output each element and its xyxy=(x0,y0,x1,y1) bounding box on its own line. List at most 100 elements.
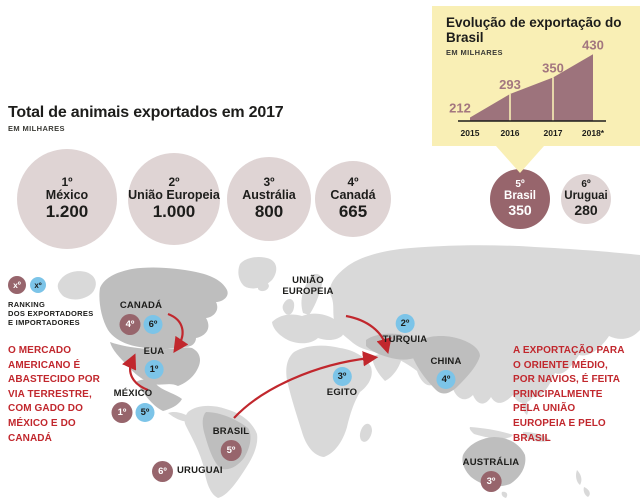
ranking-bubble-3: 3º Austrália 800 xyxy=(227,157,311,241)
bubble-name: União Europeia xyxy=(128,188,220,203)
bubble-name: Uruguai xyxy=(564,190,608,203)
rank-badges: 5º xyxy=(220,439,242,461)
land-japan xyxy=(553,330,566,358)
map-marker-turquia: 2º TURQUIA xyxy=(383,314,428,346)
rank-badge-exporter: 1º xyxy=(111,401,133,423)
ranking-bubble-4: 4º Canadá 665 xyxy=(315,161,391,237)
land-indonesia xyxy=(469,427,513,439)
rank-badge-importer: 6º xyxy=(143,314,163,334)
country-australia xyxy=(462,437,526,487)
map-label-brasil: BRASIL xyxy=(212,426,250,437)
country-china xyxy=(411,336,480,394)
bubble-value: 800 xyxy=(254,202,284,222)
page-unit-label: EM MILHARES xyxy=(8,124,65,133)
rank-badges: 3º xyxy=(332,367,352,386)
map-label-uniao-europeia: UNIÃO EUROPEIA xyxy=(282,275,334,297)
map-label-uruguai: URUGUAI xyxy=(177,465,223,477)
rank-badge-importer: 2º xyxy=(395,314,415,333)
land-europe xyxy=(272,313,345,344)
land-alaska xyxy=(57,271,96,300)
rank-badge-importer: 1º xyxy=(144,359,164,379)
land-scandinavia xyxy=(301,273,323,315)
rank-badges: 1º 5º xyxy=(111,401,155,423)
rank-badge-importer: 3º xyxy=(332,367,352,386)
land-greenland xyxy=(238,256,277,289)
area-series xyxy=(470,54,593,121)
bubble-value: 1.200 xyxy=(45,202,89,222)
rank-badges: 4º xyxy=(436,369,456,389)
bubble-name: Canadá xyxy=(330,188,376,203)
bubble-value: 350 xyxy=(508,202,532,219)
rank-badge-exporter: 3º xyxy=(480,470,502,492)
panel-unit-label: EM MILHARES xyxy=(446,48,503,58)
bubble-rank: 3º xyxy=(263,175,275,189)
note-american-market: O MERCADO AMERICANO É ABASTECIDO POR VIA… xyxy=(8,345,100,444)
bubble-rank: 2º xyxy=(168,175,180,189)
bubble-value: 665 xyxy=(338,202,368,222)
panel-pointer xyxy=(496,146,544,173)
evolution-area-chart: 212 293 350 430 2015 2016 2017 2018* xyxy=(449,37,606,138)
bubble-rank: 5º xyxy=(515,179,525,191)
rank-badges: 6º xyxy=(152,461,173,482)
rank-badges: 1º xyxy=(144,359,164,379)
exporter-legend-icon: xº xyxy=(8,276,26,294)
value-label: 212 xyxy=(449,101,471,116)
arrow-mexico-to-usa xyxy=(122,353,149,392)
map-label-turquia: TURQUIA xyxy=(382,334,428,345)
bubble-name: Austrália xyxy=(242,188,296,203)
bubble-rank: 1º xyxy=(61,175,73,189)
value-label: 293 xyxy=(499,77,521,92)
map-marker-uruguai: 6º URUGUAI xyxy=(152,461,223,482)
rank-badges: 4º 6º xyxy=(119,313,163,335)
land-philippines xyxy=(522,398,529,415)
ranking-legend: xº xº RANKING DOS EXPORTADORES E IMPORTA… xyxy=(8,276,94,327)
ranking-bubble-5: 5º Brasil 350 xyxy=(490,169,550,229)
value-label: 350 xyxy=(542,61,564,76)
land-uk xyxy=(282,299,295,315)
legend-label: RANKING DOS EXPORTADORES E IMPORTADORES xyxy=(8,300,94,327)
map-label-china: CHINA xyxy=(430,356,462,367)
bubble-name: Brasil xyxy=(504,190,536,203)
page-title: Total de animais exportados em 2017 xyxy=(8,104,284,121)
bubble-value: 280 xyxy=(574,202,598,219)
value-label: 430 xyxy=(582,37,604,52)
land-arabia xyxy=(372,353,402,381)
title-block: Total de animais exportados em 2017 EM M… xyxy=(8,104,284,133)
arrow-canada-to-usa xyxy=(167,312,189,353)
map-marker-eua: EUA 1º xyxy=(143,346,165,379)
map-label-eua: EUA xyxy=(143,346,165,357)
map-marker-egito: 3º EGITO xyxy=(327,367,357,399)
land-tasmania xyxy=(501,491,508,498)
ranking-bubble-1: 1º México 1.200 xyxy=(17,149,117,249)
rank-badges: 2º xyxy=(395,314,415,333)
rank-badge-importer: 5º xyxy=(135,402,155,422)
map-label-mexico: MÉXICO xyxy=(113,388,153,399)
bubble-value: 1.000 xyxy=(152,202,196,222)
ranking-bubble-2: 2º União Europeia 1.000 xyxy=(128,153,220,245)
land-new-zealand xyxy=(576,470,590,497)
map-marker-canada: CANADÁ 4º 6º xyxy=(119,300,163,335)
rank-badge-exporter: 6º xyxy=(152,461,173,482)
map-marker-brasil: BRASIL 5º xyxy=(212,426,250,461)
rank-badge-exporter: 5º xyxy=(220,439,242,461)
country-mexico xyxy=(136,379,182,411)
map-label-australia: AUSTRÁLIA xyxy=(462,457,520,468)
x-tick-label: 2016 xyxy=(501,128,520,138)
ranking-bubble-6: 6º Uruguai 280 xyxy=(561,174,611,224)
map-marker-uniao-europeia: UNIÃO EUROPEIA xyxy=(282,275,334,298)
note-middle-east-export: A EXPORTAÇÃO PARA O ORIENTE MÉDIO, POR N… xyxy=(513,345,625,444)
arrow-brazil-to-middle-east xyxy=(233,351,379,419)
arrow-europe-to-turkey xyxy=(345,314,392,355)
land-asia xyxy=(329,245,640,404)
land-indonesia-east xyxy=(523,432,550,442)
x-tick-label: 2018* xyxy=(582,128,605,138)
map-marker-china: CHINA 4º xyxy=(430,356,462,389)
map-label-egito: EGITO xyxy=(326,387,358,398)
rank-badge-importer: 4º xyxy=(436,369,456,389)
rank-badges: 3º xyxy=(480,470,502,492)
bubble-name: México xyxy=(45,188,89,203)
brazil-evolution-panel: Evolução de exportação do Brasil EM MILH… xyxy=(432,6,640,173)
rank-badge-exporter: 4º xyxy=(119,313,141,335)
